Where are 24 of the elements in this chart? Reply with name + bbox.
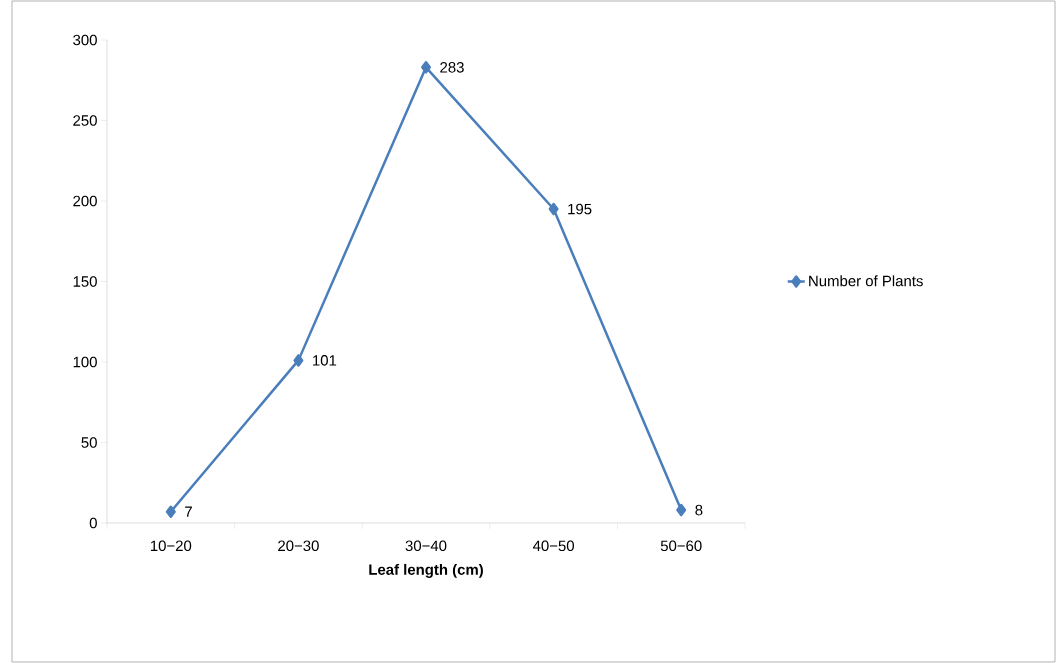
y-tick-label: 100 <box>73 356 97 368</box>
data-label: 195 <box>568 203 592 215</box>
point <box>421 61 432 74</box>
y-tick-label: 50 <box>81 437 97 448</box>
x-tick-label: 20−30 <box>278 540 319 552</box>
y-tick-label: 250 <box>73 115 97 126</box>
y-tick-label: 0 <box>89 517 97 529</box>
data-label: 8 <box>695 504 703 516</box>
point <box>165 505 176 518</box>
point <box>676 503 687 517</box>
x-tick-label: 40−50 <box>532 540 574 552</box>
x-tick-label: 30−40 <box>405 540 447 552</box>
data-label: 101 <box>313 355 337 366</box>
x-tick-label: 10−20 <box>150 540 192 552</box>
y-tick-label: 150 <box>73 276 97 287</box>
data-label: 283 <box>440 62 464 73</box>
y-tick-label: 200 <box>73 195 97 207</box>
x-axis-title: Leaf length (cm) <box>369 563 483 578</box>
y-tick-label: 300 <box>73 34 97 46</box>
legend-label: Number of Plants <box>809 275 923 287</box>
x-tick-label: 50−60 <box>660 540 702 552</box>
data-label: 7 <box>185 506 192 517</box>
point <box>548 202 559 216</box>
point <box>293 354 304 367</box>
